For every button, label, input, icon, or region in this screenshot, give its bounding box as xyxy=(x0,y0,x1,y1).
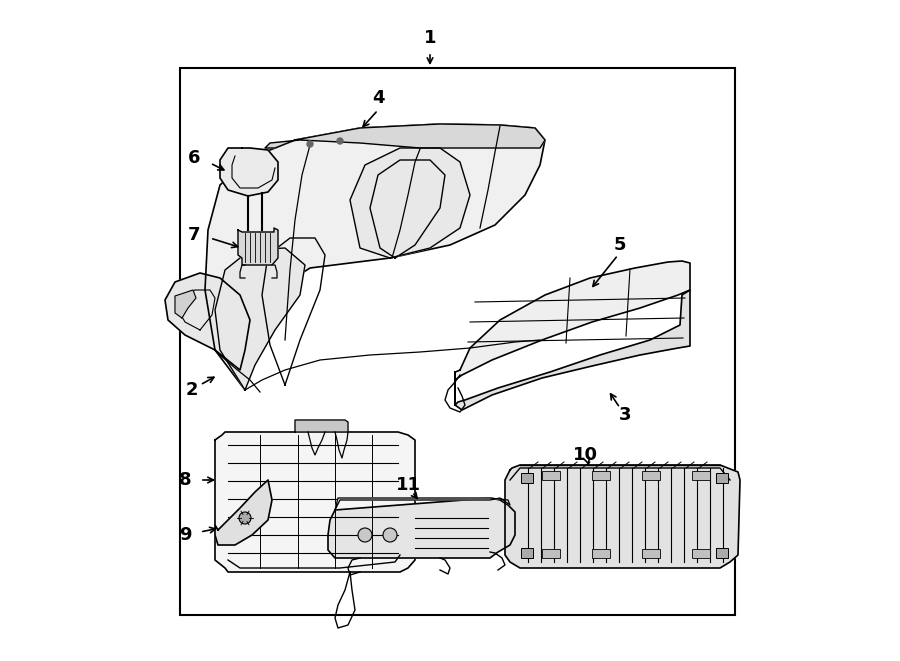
Polygon shape xyxy=(175,290,196,318)
Circle shape xyxy=(358,528,372,542)
Polygon shape xyxy=(455,261,690,380)
Text: 9: 9 xyxy=(179,526,192,544)
Text: 1: 1 xyxy=(424,29,436,47)
Bar xyxy=(692,549,710,558)
Bar xyxy=(180,68,735,615)
Circle shape xyxy=(239,512,251,524)
Polygon shape xyxy=(215,432,415,572)
Circle shape xyxy=(307,141,313,147)
Bar xyxy=(642,471,660,480)
Bar xyxy=(521,548,533,558)
Polygon shape xyxy=(350,148,470,258)
Bar xyxy=(542,471,560,480)
Polygon shape xyxy=(220,148,278,196)
Polygon shape xyxy=(205,124,545,390)
Polygon shape xyxy=(295,420,348,432)
Bar xyxy=(716,548,728,558)
Text: 10: 10 xyxy=(572,446,598,464)
Bar xyxy=(521,473,533,483)
Polygon shape xyxy=(265,124,545,148)
Circle shape xyxy=(337,138,343,144)
Text: 6: 6 xyxy=(187,149,200,167)
Text: 3: 3 xyxy=(619,406,631,424)
Text: 5: 5 xyxy=(614,236,626,254)
Bar xyxy=(542,549,560,558)
Text: 2: 2 xyxy=(185,381,198,399)
Circle shape xyxy=(383,528,397,542)
Text: 4: 4 xyxy=(372,89,384,107)
Bar xyxy=(592,549,610,558)
Polygon shape xyxy=(215,480,272,545)
Polygon shape xyxy=(335,498,510,510)
Polygon shape xyxy=(455,290,690,410)
Text: 11: 11 xyxy=(395,476,420,494)
Polygon shape xyxy=(328,498,515,558)
Polygon shape xyxy=(238,228,278,265)
Bar xyxy=(592,471,610,480)
Bar xyxy=(692,471,710,480)
Polygon shape xyxy=(215,248,305,390)
Text: 7: 7 xyxy=(187,226,200,244)
Text: 8: 8 xyxy=(179,471,192,489)
Bar xyxy=(716,473,728,483)
Polygon shape xyxy=(505,465,740,568)
Polygon shape xyxy=(165,273,250,370)
Bar xyxy=(642,549,660,558)
